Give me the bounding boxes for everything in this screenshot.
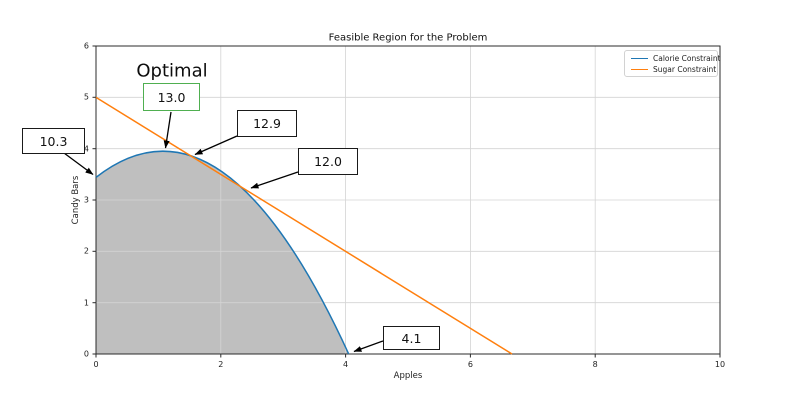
feasible-region-fill — [96, 151, 349, 354]
x-axis-label: Apples — [393, 371, 423, 381]
optimal-annotation: Optimal — [136, 60, 208, 82]
legend-label-sugar: Sugar Constraint — [653, 64, 717, 74]
y-tick-2: 2 — [83, 246, 89, 256]
x-tick-4: 4 — [343, 360, 349, 369]
annotation-box-12-9: 12.9 — [237, 110, 297, 137]
y-tick-5: 5 — [83, 92, 89, 102]
legend-item-sugar: Sugar Constraint — [631, 65, 716, 74]
x-tick-0: 0 — [93, 360, 99, 369]
axis-ticks — [92, 45, 721, 358]
y-tick-3: 3 — [83, 195, 89, 205]
y-tick-6: 6 — [83, 41, 89, 51]
y-tick-4: 4 — [83, 144, 89, 154]
annotation-box-10-3: 10.3 — [22, 128, 85, 154]
arrow-12-0 — [250, 171, 299, 189]
annotation-box-13-0: 13.0 — [143, 83, 200, 111]
arrow-13-0 — [163, 111, 172, 149]
x-tick-8: 8 — [592, 360, 598, 369]
annotation-arrows — [63, 111, 384, 353]
annotation-box-4-1: 4.1 — [383, 326, 440, 350]
x-tick-10: 10 — [714, 360, 726, 369]
arrow-12-9 — [194, 135, 238, 156]
legend-item-calorie: Calorie Constraint — [631, 54, 721, 63]
x-tick-2: 2 — [218, 360, 224, 369]
annotation-box-12-0: 12.0 — [298, 148, 358, 175]
calorie-legend-line-icon — [631, 57, 648, 59]
calorie-constraint-curve — [95, 150, 350, 355]
chart-title: Feasible Region for the Problem — [328, 32, 488, 44]
legend: Calorie Constraint Sugar Constraint — [624, 50, 721, 77]
gridlines — [96, 46, 720, 354]
sugar-legend-line-icon — [631, 68, 648, 70]
x-tick-6: 6 — [467, 360, 473, 369]
legend-label-calorie: Calorie Constraint — [653, 53, 721, 63]
y-tick-1: 1 — [83, 298, 89, 308]
arrow-4-1 — [353, 340, 384, 353]
arrow-10-3 — [63, 152, 94, 176]
y-tick-0: 0 — [83, 349, 89, 359]
y-axis-label: Candy Bars — [71, 175, 81, 225]
